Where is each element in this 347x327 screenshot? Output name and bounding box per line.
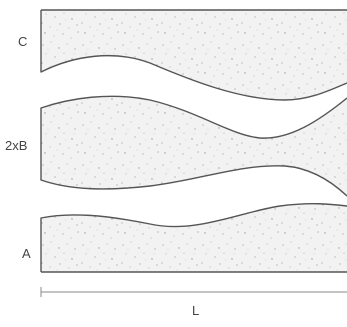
- label-2xb: 2xB: [5, 138, 27, 153]
- region-a-outline: [40, 202, 347, 272]
- region-b-outline: [40, 95, 347, 197]
- label-a: A: [22, 246, 31, 261]
- region-a-shape: [41, 203, 347, 272]
- region-b-shape: [41, 96, 347, 196]
- region-c-outline: [40, 10, 347, 101]
- label-l: L: [192, 303, 199, 318]
- label-c: C: [18, 34, 27, 49]
- region-c-shape: [41, 10, 347, 100]
